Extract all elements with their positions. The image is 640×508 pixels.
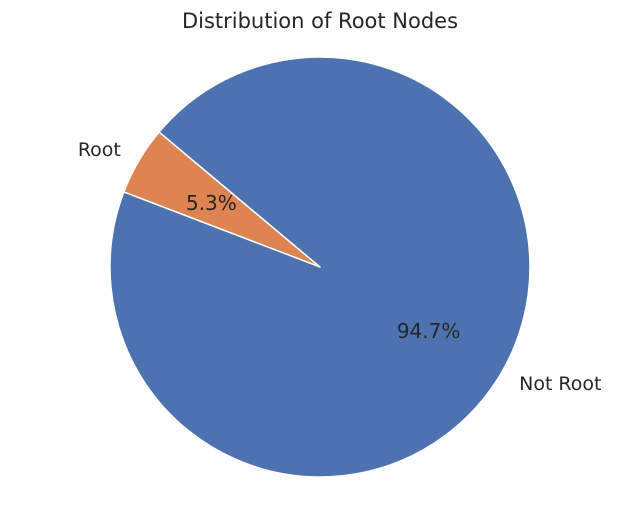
slice-label-root: Root	[78, 139, 121, 161]
slice-label-not-root: Not Root	[519, 373, 601, 395]
slice-percent-not-root: 94.7%	[397, 319, 461, 343]
chart-title: Distribution of Root Nodes	[182, 9, 458, 33]
pie-slice-not-root	[109, 56, 531, 478]
slice-percent-root: 5.3%	[186, 191, 237, 215]
